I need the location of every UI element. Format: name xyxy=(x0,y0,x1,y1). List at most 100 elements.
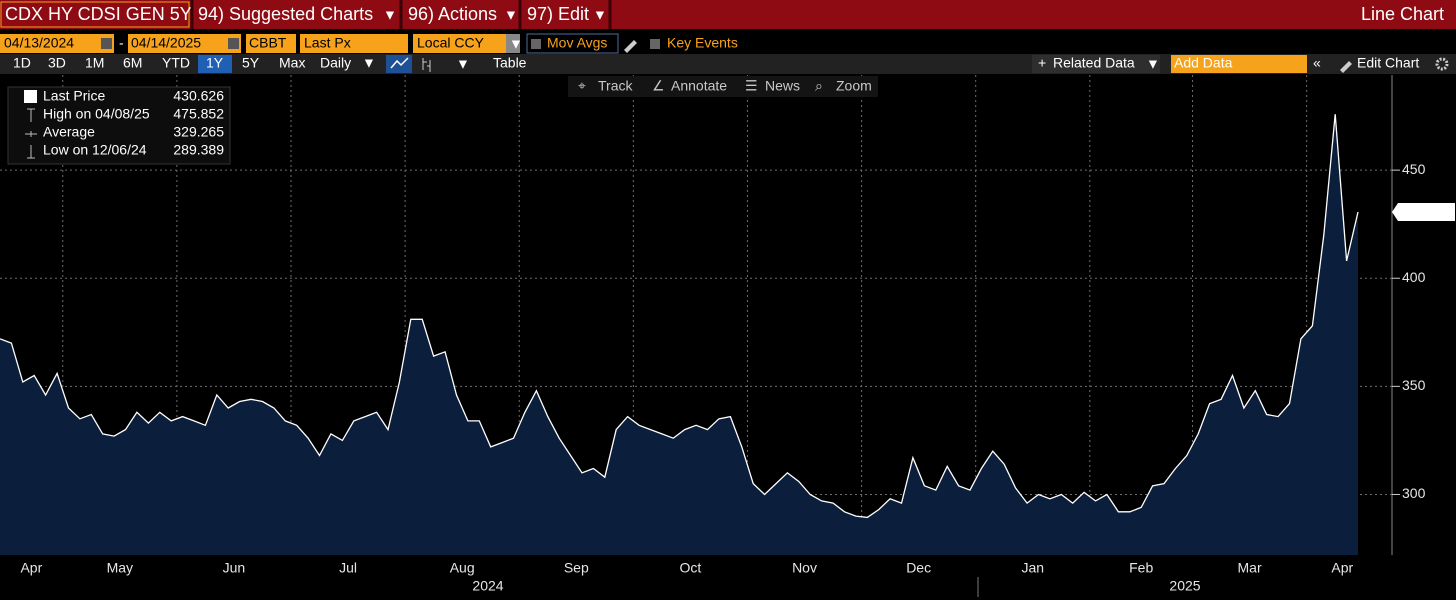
range-button[interactable]: 1M xyxy=(85,55,104,71)
x-tick-label: Feb xyxy=(1129,560,1153,576)
dropdown-arrow: ▼ xyxy=(1146,56,1160,72)
end-date-field[interactable] xyxy=(128,34,241,53)
end-date: 04/14/2025 xyxy=(131,35,201,51)
range-button[interactable]: 3D xyxy=(48,55,66,71)
pencil-icon[interactable] xyxy=(624,40,637,53)
currency: Local CCY xyxy=(417,35,485,51)
legend-label: Last Price xyxy=(43,88,105,104)
average-icon xyxy=(25,131,37,137)
x-tick-label: Jan xyxy=(1021,560,1044,576)
x-tick-label: Nov xyxy=(792,560,817,576)
view-title: Line Chart xyxy=(1361,4,1444,24)
line-icon xyxy=(390,57,409,69)
field-field[interactable] xyxy=(300,34,408,53)
y-tick-label: 450 xyxy=(1402,161,1426,177)
edit-chart[interactable]: Edit Chart xyxy=(1357,55,1419,71)
date-separator: - xyxy=(119,35,124,51)
y-tick-label: 300 xyxy=(1402,485,1426,501)
menu-arrow: ▼ xyxy=(504,7,518,23)
range-buttons: 1D 3D 1M 6M YTD 1Y 5Y Max xyxy=(13,55,305,73)
related-button[interactable] xyxy=(1032,55,1160,73)
x-tick-label: May xyxy=(107,560,133,576)
legend-rows: Last Price 430.626 High on 04/08/25 475.852… xyxy=(43,88,224,158)
tool[interactable]: Annotate xyxy=(671,78,727,94)
zoom-icon: ⌕ xyxy=(815,78,823,94)
plot xyxy=(0,114,1359,555)
add-data: Add Data xyxy=(1174,55,1233,71)
add-data-field[interactable] xyxy=(1171,55,1307,73)
high-icon xyxy=(27,108,35,122)
legend-value: 289.389 xyxy=(173,142,224,158)
range-button[interactable]: 5Y xyxy=(242,55,260,71)
range-button[interactable]: 1D xyxy=(13,55,31,71)
frequency[interactable]: Daily xyxy=(320,55,351,71)
mov-avgs-box[interactable] xyxy=(526,33,619,54)
checkbox[interactable] xyxy=(531,39,541,49)
menu[interactable]: 94) Suggested Charts xyxy=(198,4,373,24)
range-button[interactable]: Max xyxy=(279,55,305,71)
menu[interactable]: 97) Edit xyxy=(527,4,589,24)
legend-label: High on 04/08/25 xyxy=(43,106,150,122)
range-button[interactable]: 6M xyxy=(123,55,142,71)
year-label: 2024 xyxy=(472,578,503,594)
news-icon: ☰ xyxy=(745,78,758,94)
tool[interactable]: Track xyxy=(598,78,633,94)
x-tick-label: Oct xyxy=(680,560,702,576)
y-tick-label: 400 xyxy=(1402,269,1426,285)
mov-avgs: Mov Avgs xyxy=(547,35,607,51)
chart-tools xyxy=(568,76,878,97)
header-bar xyxy=(0,0,1456,29)
dropdown-arrow: ▼ xyxy=(456,56,470,72)
source-field[interactable] xyxy=(246,34,296,53)
track-icon: ⌖ xyxy=(578,78,586,94)
plus-icon: + xyxy=(1038,55,1046,71)
range-button[interactable]: 1Y xyxy=(206,55,224,71)
tool[interactable]: News xyxy=(765,78,800,94)
dropdown-arrow: ▼ xyxy=(509,36,523,52)
related-data: Related Data xyxy=(1053,55,1135,71)
legend-value: 475.852 xyxy=(173,106,224,122)
x-tick-label: Mar xyxy=(1238,560,1262,576)
x-tick-label: Jun xyxy=(223,560,246,576)
low-icon xyxy=(27,145,35,159)
source: CBBT xyxy=(249,35,287,51)
currency-dropdown[interactable] xyxy=(506,34,520,53)
x-tick-label: Apr xyxy=(20,560,42,576)
table-button[interactable]: Table xyxy=(493,55,527,71)
bar-icon[interactable] xyxy=(422,58,431,72)
legend-swatch xyxy=(24,90,37,103)
x-tick-label: Aug xyxy=(450,560,475,576)
menu-arrow: ▼ xyxy=(383,7,397,23)
key-events[interactable]: Key Events xyxy=(667,35,738,51)
tool[interactable]: Zoom xyxy=(836,78,872,94)
menu[interactable]: 96) Actions xyxy=(408,4,497,24)
y-tick-label: 350 xyxy=(1402,377,1426,393)
collapse-icon[interactable]: « xyxy=(1313,55,1321,71)
area xyxy=(0,114,1358,555)
legend-label: Average xyxy=(43,124,95,140)
last-price-label: 430.626 xyxy=(1400,203,1451,219)
start-date-field[interactable] xyxy=(0,34,114,53)
range-button[interactable]: YTD xyxy=(162,55,190,71)
security-box[interactable] xyxy=(0,1,190,28)
axes: 300 350 400 450 Apr May Jun Jul Aug Sep Oct Nov Dec J… xyxy=(20,75,1455,594)
legend-value: 329.265 xyxy=(173,124,224,140)
menu-arrow: ▼ xyxy=(593,7,607,23)
security: CDX HY CDSI GEN 5Y xyxy=(5,4,192,24)
calendar-icon[interactable] xyxy=(228,38,239,49)
x-tick-label: Jul xyxy=(339,560,357,576)
x-tick-label: Sep xyxy=(564,560,589,576)
x-tick-label: Dec xyxy=(906,560,931,576)
legend xyxy=(7,86,231,165)
last-price-marker xyxy=(1392,203,1455,222)
settings-icon[interactable] xyxy=(1435,57,1449,71)
annotate-icon: ∠ xyxy=(652,78,665,94)
pencil-icon xyxy=(1340,61,1352,73)
legend-value: 430.626 xyxy=(173,88,224,104)
legend-label: Low on 12/06/24 xyxy=(43,142,147,158)
calendar-icon[interactable] xyxy=(101,38,112,49)
currency-field[interactable] xyxy=(413,34,506,53)
line xyxy=(0,114,1359,519)
checkbox[interactable] xyxy=(650,39,660,49)
